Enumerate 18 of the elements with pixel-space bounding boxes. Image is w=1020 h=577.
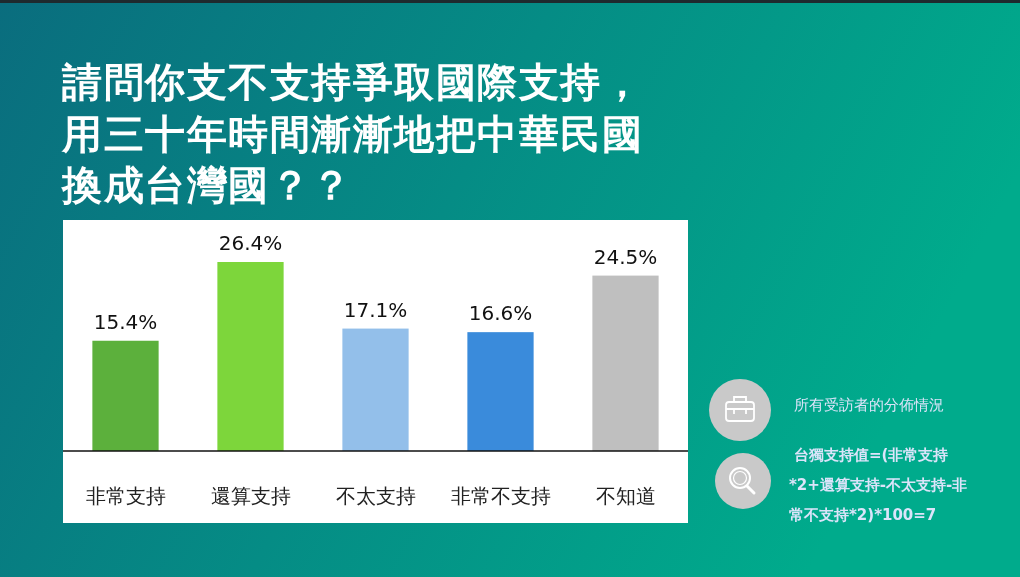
x-tick-label: 不太支持 bbox=[335, 484, 416, 508]
x-tick-label: 不知道 bbox=[595, 484, 656, 508]
x-tick-label: 還算支持 bbox=[210, 484, 291, 508]
data-label: 17.1% bbox=[343, 297, 408, 322]
text: 台獨支持值=(非常支持*2+還算支持-不太支持-非常不支持*2)*100=7 bbox=[789, 446, 968, 524]
data-label: 16.6% bbox=[468, 301, 533, 326]
chart-title: 請問你支不支持爭取國際支持，用三十年時間漸漸地把中華民國換成台灣國？？ bbox=[61, 59, 643, 208]
bar bbox=[342, 328, 409, 451]
bar bbox=[92, 340, 159, 451]
data-label: 26.4% bbox=[218, 231, 283, 255]
bar bbox=[467, 332, 534, 451]
data-label: 15.4% bbox=[93, 309, 158, 334]
bar bbox=[592, 275, 659, 451]
text: 所有受訪者的分佈情況 bbox=[794, 396, 944, 414]
bar bbox=[217, 262, 284, 451]
x-tick-label: 非常支持 bbox=[85, 484, 166, 508]
x-tick-label: 非常不支持 bbox=[450, 484, 551, 508]
data-label: 24.5% bbox=[593, 244, 658, 269]
